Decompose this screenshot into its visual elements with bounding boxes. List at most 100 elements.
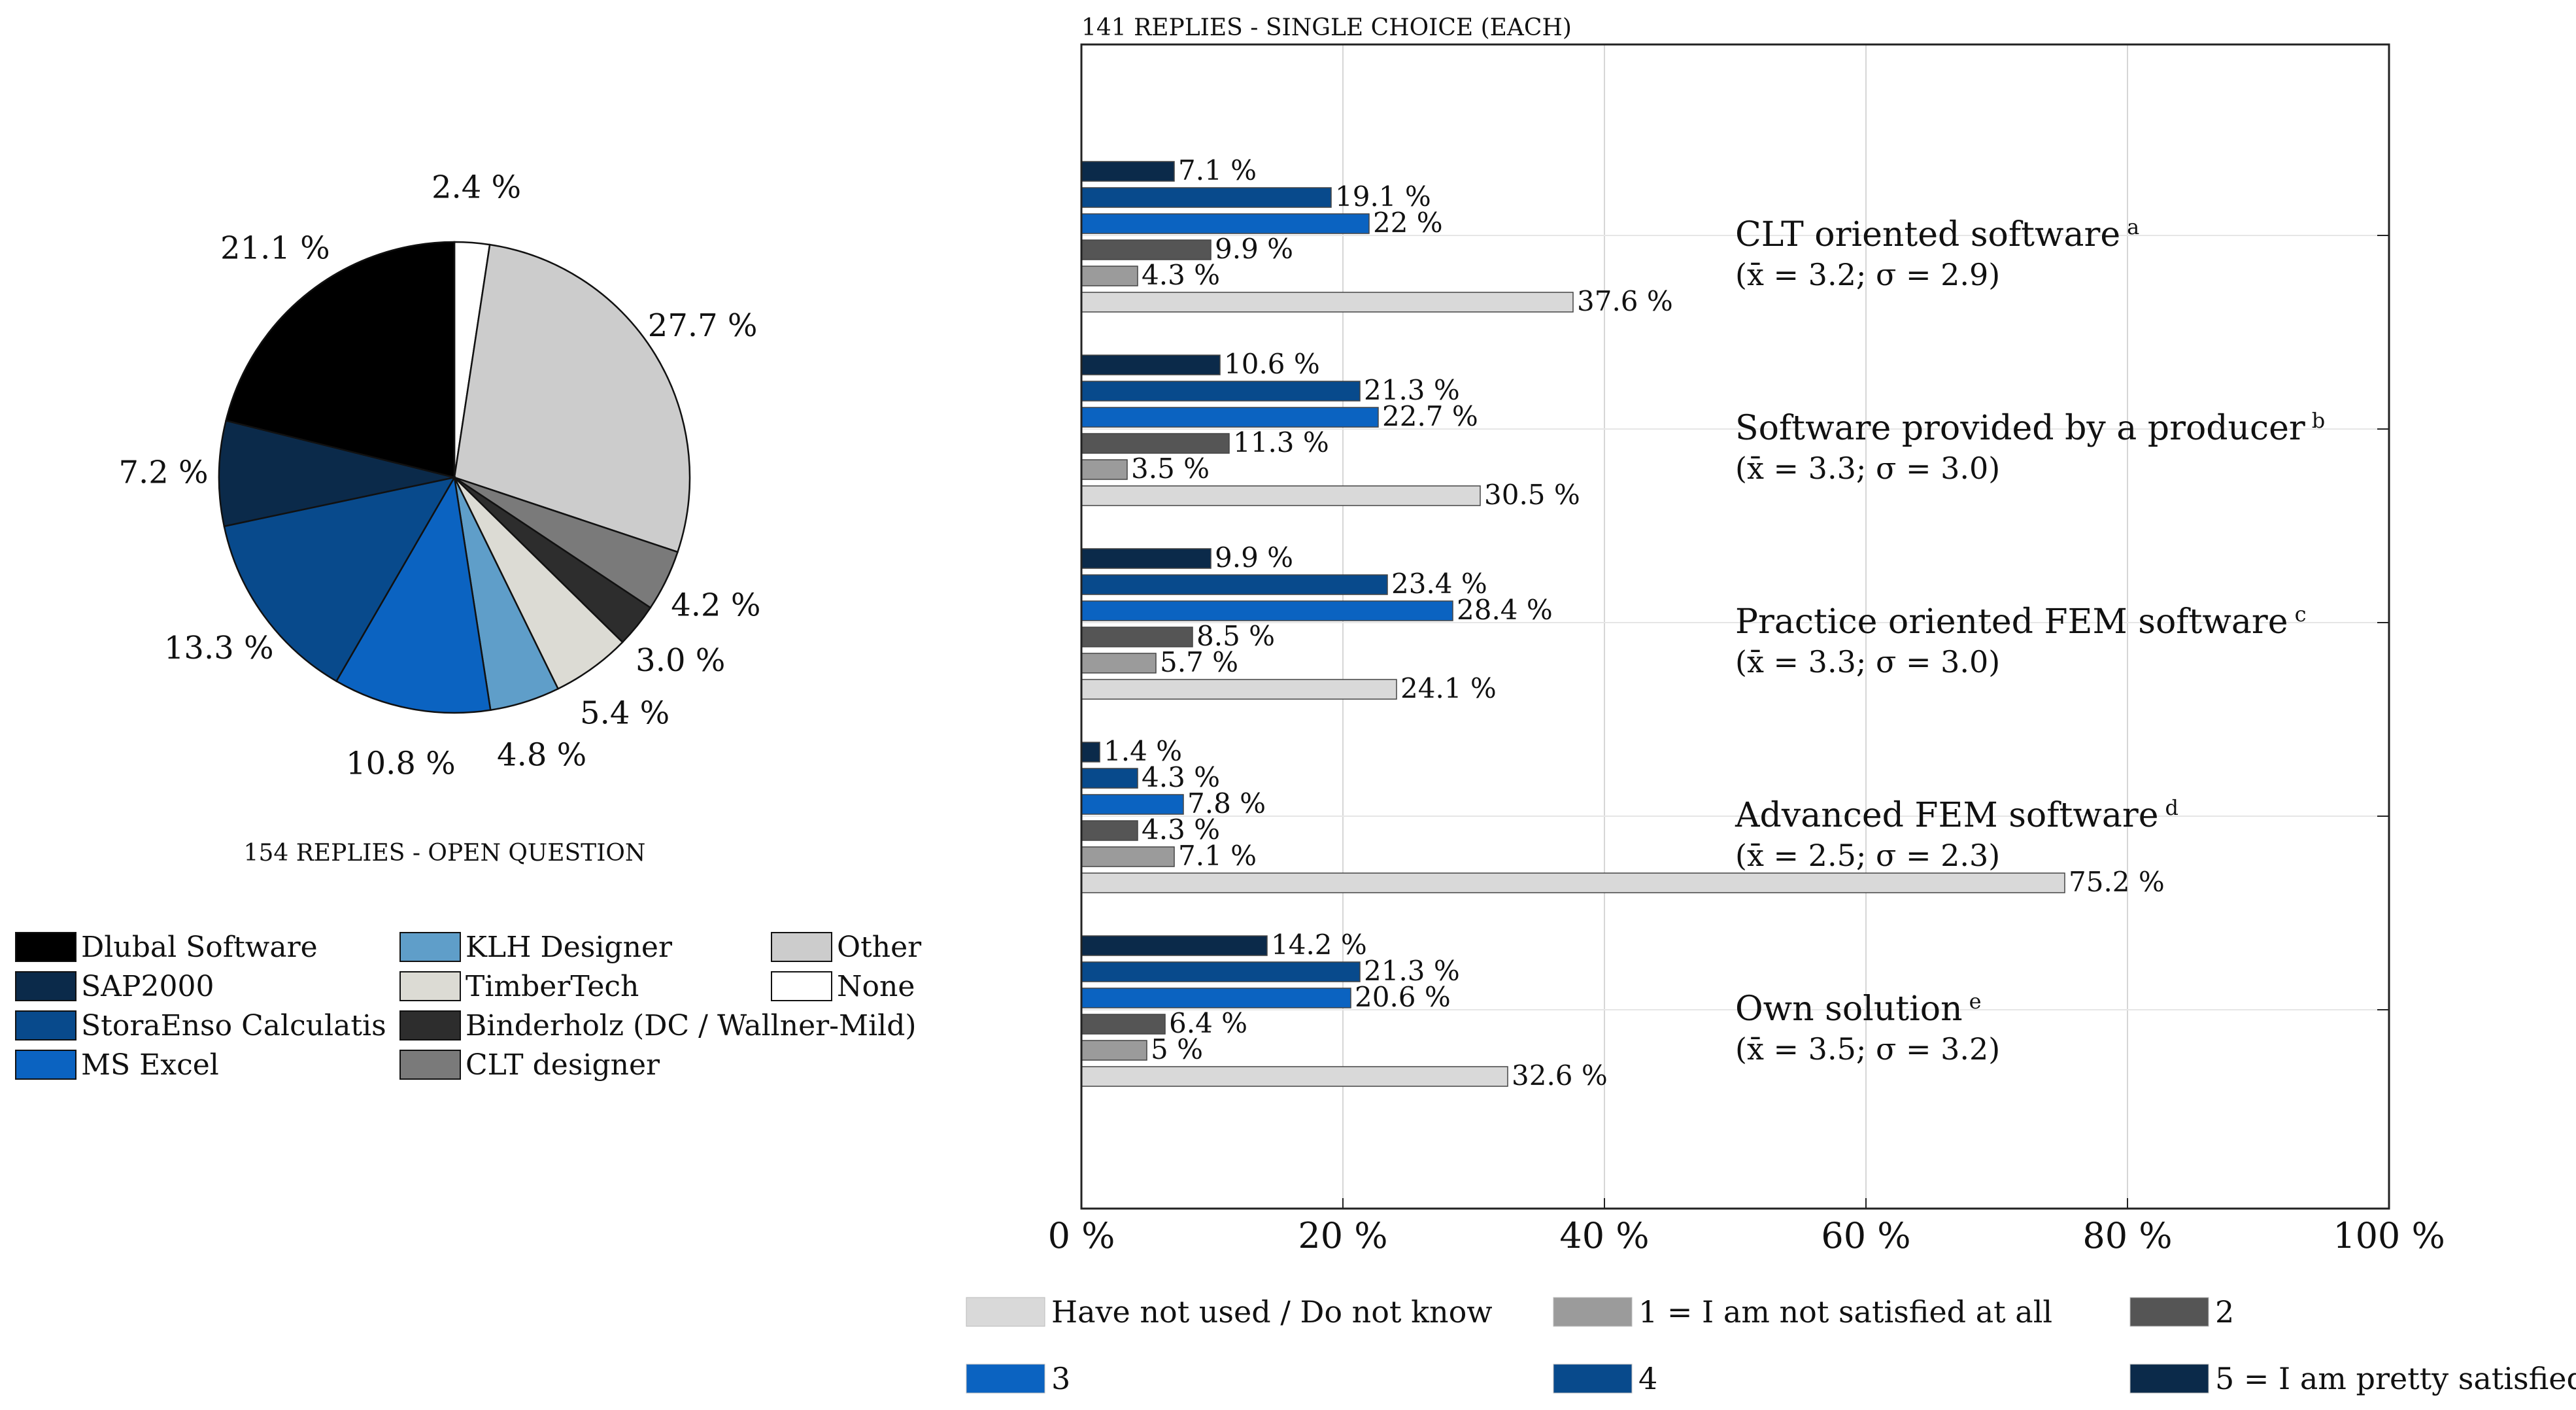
pie-caption: 154 REPLIES - OPEN QUESTION xyxy=(244,840,646,867)
legend-swatch-klh-designer xyxy=(399,932,461,962)
legend-label-storaenso-calculatis: StoraEnso Calculatis xyxy=(81,1009,386,1042)
bar-gridlines xyxy=(1081,44,2389,1209)
legend-label-5-i-am-pretty-satisfied: 5 = I am pretty satisfied xyxy=(2215,1361,2576,1396)
category-name: Practice oriented FEM software xyxy=(1735,602,2288,642)
bar-own-solution-2 xyxy=(1081,1014,1166,1035)
legend-swatch-clt-designer xyxy=(399,1050,461,1080)
legend-swatch-dlubal-software xyxy=(15,932,76,962)
legend-label-other: Other xyxy=(837,931,922,964)
bar-label-practice-oriented-fem-software-3: 28.4 % xyxy=(1457,594,1553,626)
category-title-clt-oriented-software: CLT oriented software a xyxy=(1735,215,2139,254)
pie-slice-dlubal-software xyxy=(225,241,456,479)
bar-software-provided-by-a-producer-4 xyxy=(1081,381,1361,402)
category-name: CLT oriented software xyxy=(1735,215,2120,254)
x-tick-label-60: 60 % xyxy=(1821,1215,1910,1256)
legend-swatch-ms-excel xyxy=(15,1050,76,1080)
bar-clt-oriented-software-2 xyxy=(1081,239,1212,260)
bar-practice-oriented-fem-software-4 xyxy=(1081,574,1388,595)
bar-label-advanced-fem-software-5-i-am-pretty-satisfied: 1.4 % xyxy=(1104,735,1182,767)
category-name: Software provided by a producer xyxy=(1735,409,2305,448)
legend-label-clt-designer: CLT designer xyxy=(466,1048,660,1082)
category-name: Advanced FEM software xyxy=(1735,796,2159,835)
bar-label-advanced-fem-software-4: 4.3 % xyxy=(1142,761,1220,793)
category-superscript: e xyxy=(1969,989,1982,1014)
legend-label-4: 4 xyxy=(1638,1361,1657,1396)
bar-caption: 141 REPLIES - SINGLE CHOICE (EACH) xyxy=(1081,14,1572,41)
x-tick-label-0: 0 % xyxy=(1048,1215,1115,1256)
legend-label-timbertech: TimberTech xyxy=(466,970,639,1003)
bar-practice-oriented-fem-software-2 xyxy=(1081,627,1193,647)
plot-frame xyxy=(1080,43,2390,1210)
bar-label-own-solution-have-not-used-do-not-know: 32.6 % xyxy=(1512,1059,1608,1092)
legend-swatch-4 xyxy=(1553,1364,1633,1394)
category-superscript: c xyxy=(2295,602,2307,627)
bar-own-solution-have-not-used-do-not-know xyxy=(1081,1066,1508,1087)
bar-label-advanced-fem-software-have-not-used-do-not-know: 75.2 % xyxy=(2069,866,2165,898)
pie-label-none: 2.4 % xyxy=(432,169,521,205)
pie-label-timbertech: 5.4 % xyxy=(580,695,669,732)
bar-label-practice-oriented-fem-software-2: 8.5 % xyxy=(1196,620,1275,652)
x-tick-label-100: 100 % xyxy=(2333,1215,2445,1256)
legend-swatch-2 xyxy=(2129,1297,2209,1327)
bar-label-own-solution-4: 21.3 % xyxy=(1364,955,1460,987)
category-stats-own-solution: (x̄ = 3.5; σ = 3.2) xyxy=(1735,1031,2000,1067)
pie-label-klh-designer: 4.8 % xyxy=(497,736,586,773)
category-title-practice-oriented-fem-software: Practice oriented FEM software c xyxy=(1735,602,2306,642)
bar-label-software-provided-by-a-producer-1-i-am-not-satisfied-at-all: 3.5 % xyxy=(1131,453,1210,485)
category-title-advanced-fem-software: Advanced FEM software d xyxy=(1735,795,2178,835)
legend-label-3: 3 xyxy=(1051,1361,1070,1396)
pie-chart: 2.4 % 27.7 % 4.2 % 3.0 % 5.4 % 4.8 % 10.8 % 13.… xyxy=(118,169,760,782)
pie-label-ms-excel: 10.8 % xyxy=(346,745,456,782)
bar-own-solution-4 xyxy=(1081,961,1361,982)
bar-label-practice-oriented-fem-software-1-i-am-not-satisfied-at-all: 5.7 % xyxy=(1160,646,1238,678)
bar-practice-oriented-fem-software-1-i-am-not-satisfied-at-all xyxy=(1081,653,1157,674)
bar-label-advanced-fem-software-2: 4.3 % xyxy=(1142,814,1220,846)
category-title-software-provided-by-a-producer: Software provided by a producer b xyxy=(1735,408,2325,448)
bar-advanced-fem-software-1-i-am-not-satisfied-at-all xyxy=(1081,846,1175,867)
legend-label-klh-designer: KLH Designer xyxy=(466,931,673,964)
pie-label-sap2000: 7.2 % xyxy=(118,454,208,490)
legend-label-have-not-used-do-not-know: Have not used / Do not know xyxy=(1051,1294,1493,1330)
legend-swatch-5-i-am-pretty-satisfied xyxy=(2129,1364,2209,1394)
category-title-own-solution: Own solution e xyxy=(1735,989,1982,1029)
bar-clt-oriented-software-5-i-am-pretty-satisfied xyxy=(1081,161,1175,182)
bar-advanced-fem-software-2 xyxy=(1081,820,1138,841)
legend-label-2: 2 xyxy=(2215,1294,2234,1330)
bar-label-practice-oriented-fem-software-have-not-used-do-not-know: 24.1 % xyxy=(1400,672,1497,704)
legend-swatch-sap2000 xyxy=(15,971,76,1001)
pie-slice-ms-excel xyxy=(335,475,492,714)
legend-label-dlubal-software: Dlubal Software xyxy=(81,931,318,964)
bar-practice-oriented-fem-software-5-i-am-pretty-satisfied xyxy=(1081,548,1212,569)
category-superscript: b xyxy=(2312,408,2325,433)
bar-advanced-fem-software-3 xyxy=(1081,794,1184,815)
bar-label-clt-oriented-software-1-i-am-not-satisfied-at-all: 4.3 % xyxy=(1142,259,1220,291)
pie-slice-other xyxy=(453,243,691,553)
bar-label-own-solution-3: 20.6 % xyxy=(1355,981,1451,1013)
legend-label-ms-excel: MS Excel xyxy=(81,1048,219,1082)
pie-label-other: 27.7 % xyxy=(648,307,758,344)
legend-swatch-storaenso-calculatis xyxy=(15,1010,76,1040)
bar-label-clt-oriented-software-have-not-used-do-not-know: 37.6 % xyxy=(1577,285,1673,317)
bar-clt-oriented-software-have-not-used-do-not-know xyxy=(1081,292,1574,313)
bar-label-software-provided-by-a-producer-4: 21.3 % xyxy=(1364,374,1460,406)
x-axis-ticks: 0 % 20 % 40 % 60 % 80 % 100 % xyxy=(1048,1198,2445,1256)
bar-practice-oriented-fem-software-3 xyxy=(1081,600,1453,621)
pie-slice-storaenso-calculatis xyxy=(223,476,456,683)
legend-swatch-have-not-used-do-not-know xyxy=(966,1297,1045,1327)
bar-label-clt-oriented-software-5-i-am-pretty-satisfied: 7.1 % xyxy=(1178,154,1257,186)
legend-swatch-3 xyxy=(966,1364,1045,1394)
bar-software-provided-by-a-producer-have-not-used-do-not-know xyxy=(1081,485,1481,506)
category-stats-practice-oriented-fem-software: (x̄ = 3.3; σ = 3.0) xyxy=(1735,644,2000,679)
pie-legend: Dlubal Software SAP2000 StoraEnso Calculat… xyxy=(15,931,922,1082)
bar-label-practice-oriented-fem-software-5-i-am-pretty-satisfied: 9.9 % xyxy=(1215,542,1293,574)
bar-label-software-provided-by-a-producer-5-i-am-pretty-satisfied: 10.6 % xyxy=(1224,348,1320,380)
legend-swatch-timbertech xyxy=(399,971,461,1001)
bar-label-clt-oriented-software-2: 9.9 % xyxy=(1215,233,1293,265)
bar-label-advanced-fem-software-1-i-am-not-satisfied-at-all: 7.1 % xyxy=(1178,840,1257,872)
category-labels: CLT oriented software a (x̄ = 3.2; σ = 2.9… xyxy=(1735,215,2325,1067)
bar-own-solution-5-i-am-pretty-satisfied xyxy=(1081,935,1268,956)
legend-swatch-binderholz-dc-wallner-mild xyxy=(399,1010,461,1040)
legend-label-none: None xyxy=(837,970,915,1003)
x-tick-label-40: 40 % xyxy=(1559,1215,1649,1256)
bar-clt-oriented-software-4 xyxy=(1081,187,1332,208)
